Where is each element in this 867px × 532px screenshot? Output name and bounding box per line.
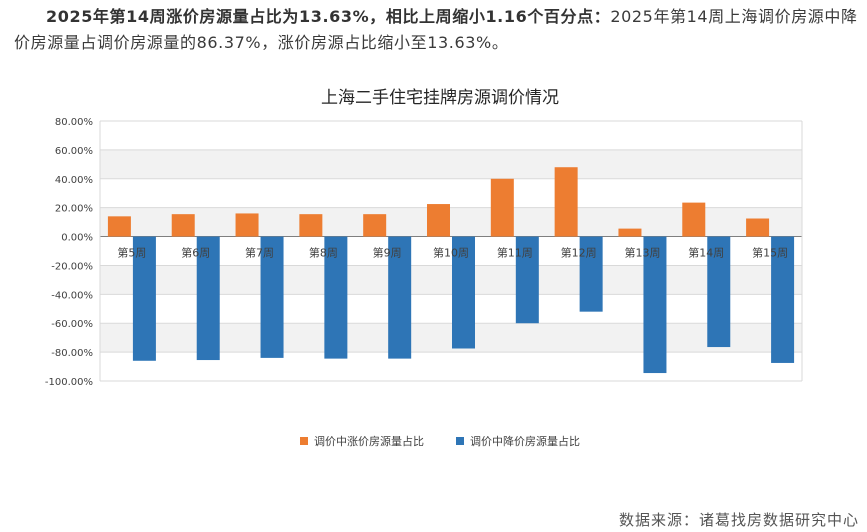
headline: 2025年第14周涨价房源量占比为13.63%，相比上周缩小1.16个百分点：2… bbox=[14, 4, 862, 56]
legend-swatch bbox=[300, 437, 308, 445]
x-tick-label: 第6周 bbox=[181, 246, 210, 260]
bar-fall bbox=[388, 236, 412, 359]
bar-fall bbox=[579, 236, 603, 312]
plot-band bbox=[100, 149, 802, 179]
y-tick-label: -80.00% bbox=[51, 348, 93, 359]
x-tick-label: 第12周 bbox=[561, 246, 597, 260]
bar-rise bbox=[107, 216, 131, 237]
y-tick-label: 40.00% bbox=[55, 175, 93, 186]
chart-title: 上海二手住宅挂牌房源调价情况 bbox=[321, 88, 559, 108]
bar-fall bbox=[196, 236, 220, 361]
bar-rise bbox=[235, 213, 259, 237]
bar-rise bbox=[618, 228, 642, 237]
x-tick-label: 第8周 bbox=[309, 246, 338, 260]
bars bbox=[107, 167, 795, 374]
y-tick-label: 20.00% bbox=[55, 204, 93, 215]
y-tick-label: -60.00% bbox=[51, 319, 93, 330]
y-tick-label: 60.00% bbox=[55, 146, 93, 157]
bar-fall bbox=[707, 236, 731, 348]
bar-rise bbox=[490, 178, 514, 237]
bar-fall bbox=[260, 236, 284, 358]
x-tick-label: 第13周 bbox=[624, 246, 660, 260]
y-axis-labels: 80.00% 60.00% 40.00% 20.00% 0.00% -20.00% -40.… bbox=[45, 117, 93, 388]
headline-bold: 2025年第14周涨价房源量占比为13.63%，相比上周缩小1.16个百分点： bbox=[46, 7, 611, 26]
y-tick-label: 80.00% bbox=[55, 117, 93, 128]
bar-rise bbox=[554, 167, 578, 237]
x-tick-label: 第14周 bbox=[688, 246, 724, 260]
bar-rise bbox=[427, 204, 450, 237]
legend-swatch bbox=[456, 437, 464, 445]
bar-rise bbox=[171, 214, 195, 237]
bar-fall bbox=[515, 236, 539, 324]
y-tick-label: -20.00% bbox=[51, 261, 93, 272]
x-axis-labels: 第5周 第6周 第7周 第8周 第9周 第10周 第11周 第12周 第13周 第14周 第15周 bbox=[117, 246, 788, 260]
x-tick-label: 第5周 bbox=[117, 246, 146, 260]
data-source: 数据来源：诸葛找房数据研究中心 bbox=[618, 511, 859, 529]
bar-rise bbox=[746, 218, 770, 237]
legend: 调价中涨价房源量占比 调价中降价房源量占比 bbox=[300, 434, 580, 448]
bar-rise bbox=[299, 214, 323, 237]
legend-label: 调价中降价房源量占比 bbox=[470, 434, 580, 448]
y-tick-label: 0.00% bbox=[61, 233, 93, 244]
legend-label: 调价中涨价房源量占比 bbox=[314, 434, 424, 448]
y-tick-label: -40.00% bbox=[51, 290, 93, 301]
bar-fall bbox=[771, 236, 795, 363]
headline-text: 2025年第14周上海调价房源中降价房源量占调价房源量的86.37%，涨价房源占… bbox=[14, 7, 858, 52]
x-tick-label: 第9周 bbox=[373, 246, 402, 260]
bar-fall bbox=[452, 236, 475, 349]
x-tick-label: 第15周 bbox=[752, 246, 788, 260]
bar-fall bbox=[324, 236, 348, 359]
bar-rise bbox=[363, 214, 387, 237]
x-tick-label: 第11周 bbox=[497, 246, 533, 260]
x-tick-label: 第7周 bbox=[245, 246, 274, 260]
bar-fall bbox=[643, 236, 667, 374]
x-tick-label: 第10周 bbox=[433, 246, 469, 260]
y-tick-label: -100.00% bbox=[45, 377, 93, 388]
bar-rise bbox=[682, 202, 706, 237]
bar-fall bbox=[132, 236, 156, 361]
